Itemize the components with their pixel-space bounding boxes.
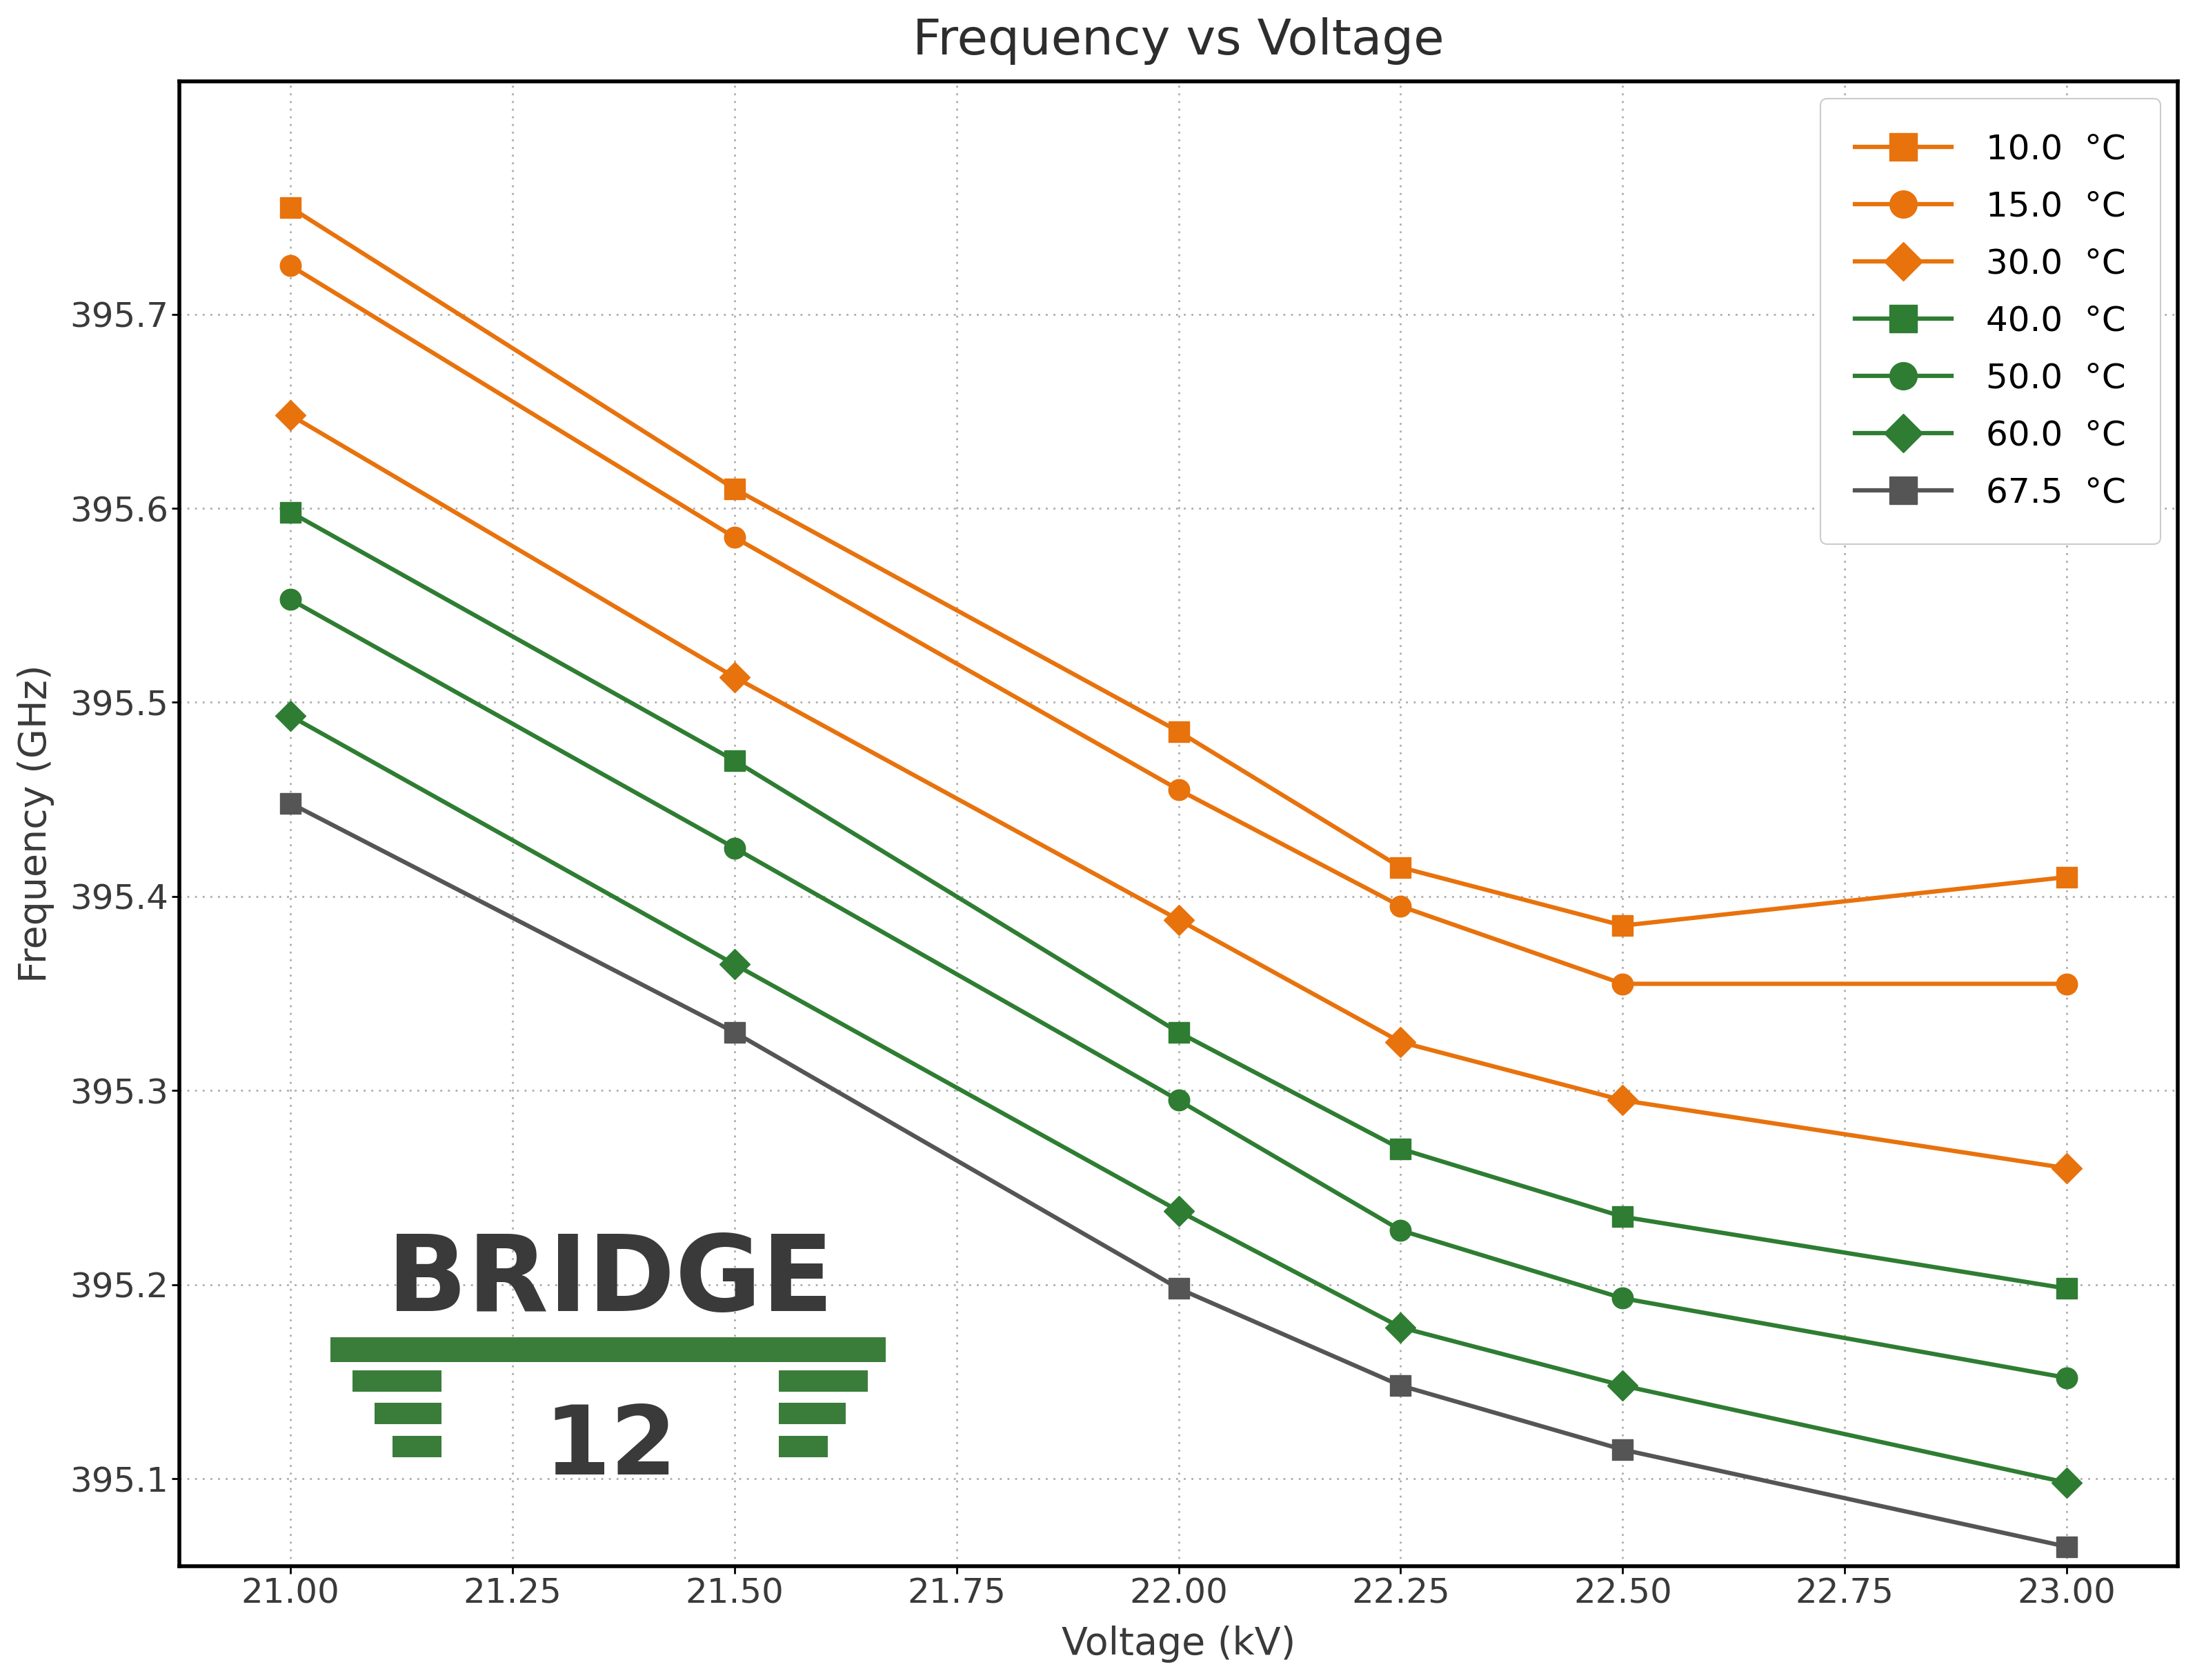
Text: 12: 12 (544, 1401, 676, 1494)
Bar (779, 1403, 845, 1425)
Legend: 10.0  °C, 15.0  °C, 30.0  °C, 40.0  °C, 50.0  °C, 60.0  °C, 67.5  °C: 10.0 °C, 15.0 °C, 30.0 °C, 40.0 °C, 50.0… (1820, 99, 2160, 544)
Line: 40.0  °C: 40.0 °C (281, 502, 2076, 1299)
60.0  °C (277, 706, 303, 726)
60.0  °C (2055, 1473, 2081, 1494)
40.0  °C (277, 502, 303, 522)
Line: 60.0  °C: 60.0 °C (281, 706, 2076, 1494)
67.5  °C (2055, 1537, 2081, 1557)
10.0  °C (1609, 916, 1635, 936)
50.0  °C (722, 838, 748, 858)
15.0  °C (1609, 974, 1635, 995)
67.5  °C (1387, 1376, 1414, 1396)
15.0  °C (277, 255, 303, 276)
Bar (353, 1371, 441, 1391)
15.0  °C (1387, 895, 1414, 916)
50.0  °C (1387, 1220, 1414, 1240)
15.0  °C (722, 528, 748, 548)
50.0  °C (277, 590, 303, 610)
60.0  °C (1609, 1376, 1635, 1396)
Bar (779, 1371, 867, 1391)
10.0  °C (2055, 867, 2081, 887)
67.5  °C (722, 1021, 748, 1042)
Line: 10.0  °C: 10.0 °C (281, 197, 2076, 936)
50.0  °C (1166, 1090, 1192, 1110)
60.0  °C (1387, 1317, 1414, 1337)
Bar (393, 1436, 441, 1457)
67.5  °C (1609, 1440, 1635, 1460)
Line: 15.0  °C: 15.0 °C (281, 255, 2076, 995)
40.0  °C (722, 751, 748, 771)
60.0  °C (722, 954, 748, 974)
30.0  °C (1387, 1032, 1414, 1052)
40.0  °C (1166, 1021, 1192, 1042)
67.5  °C (277, 793, 303, 813)
10.0  °C (722, 479, 748, 499)
Bar (375, 1403, 441, 1425)
10.0  °C (1166, 721, 1192, 741)
Bar (779, 1436, 828, 1457)
Text: BRIDGE: BRIDGE (386, 1230, 834, 1334)
10.0  °C (1387, 857, 1414, 877)
Title: Frequency vs Voltage: Frequency vs Voltage (913, 17, 1444, 66)
30.0  °C (277, 405, 303, 425)
30.0  °C (2055, 1158, 2081, 1178)
X-axis label: Voltage (kV): Voltage (kV) (1062, 1626, 1295, 1663)
30.0  °C (1166, 909, 1192, 929)
15.0  °C (2055, 974, 2081, 995)
Line: 67.5  °C: 67.5 °C (281, 793, 2076, 1557)
Line: 50.0  °C: 50.0 °C (281, 590, 2076, 1388)
40.0  °C (1609, 1206, 1635, 1226)
50.0  °C (1609, 1289, 1635, 1309)
Bar (331, 1337, 885, 1362)
67.5  °C (1166, 1278, 1192, 1299)
10.0  °C (277, 197, 303, 217)
50.0  °C (2055, 1368, 2081, 1388)
60.0  °C (1166, 1201, 1192, 1221)
15.0  °C (1166, 780, 1192, 800)
30.0  °C (722, 667, 748, 687)
Line: 30.0  °C: 30.0 °C (281, 405, 2076, 1179)
40.0  °C (1387, 1139, 1414, 1159)
40.0  °C (2055, 1278, 2081, 1299)
Y-axis label: Frequency (GHz): Frequency (GHz) (18, 665, 55, 983)
30.0  °C (1609, 1090, 1635, 1110)
